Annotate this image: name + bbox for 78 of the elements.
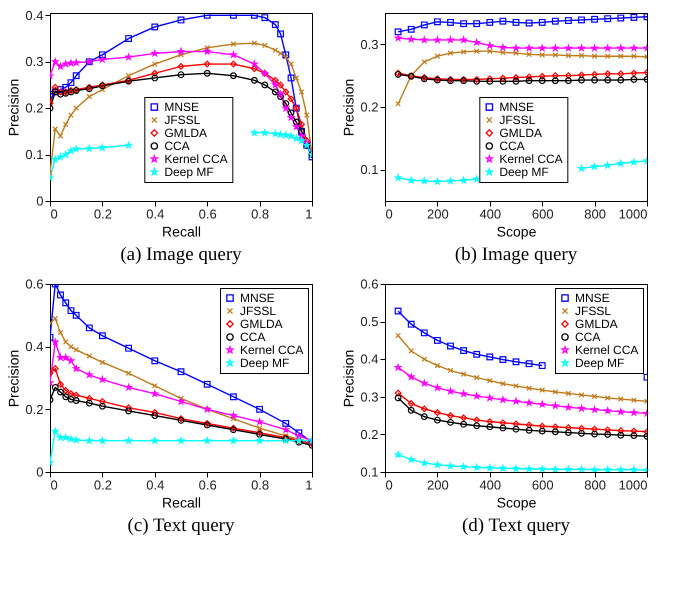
legend-label: GMLDA: [499, 126, 542, 140]
y-axis-title: Precision: [5, 78, 22, 136]
legend-label: CCA: [240, 330, 266, 344]
x-tick-label: 1: [305, 478, 312, 492]
text: (a) Image query: [120, 244, 242, 265]
x-tick-label: 400: [479, 478, 502, 492]
y-tick-label: 0.6: [360, 276, 378, 292]
x-axis-title: Scope: [496, 494, 537, 510]
legend-label: Kernel CCA: [499, 152, 563, 166]
x-tick-label: 0: [50, 206, 58, 222]
x-tick-label: 200: [427, 478, 449, 492]
x-tick-label: 0.2: [94, 206, 112, 222]
legend-label: CCA: [499, 139, 525, 153]
legend-label: Deep MF: [240, 356, 290, 370]
x-axis-title: Recall: [162, 224, 201, 240]
legend-label: MNSE: [240, 291, 275, 305]
legend-label: MNSE: [164, 100, 199, 114]
text: (c) Text query: [128, 515, 235, 536]
y-tick-label: 0: [36, 464, 44, 480]
x-tick-label: 200: [427, 206, 449, 222]
y-tick-label: 0.2: [360, 100, 378, 114]
x-axis-title: Recall: [162, 494, 201, 510]
y-axis-title: Precision: [340, 78, 356, 136]
y-tick-label: 0.4: [25, 8, 44, 23]
x-tick-label: 1000: [618, 206, 648, 222]
text: (d) Text query: [462, 515, 571, 536]
x-tick-label: 800: [584, 206, 606, 222]
y-axis-title: Precision: [340, 350, 356, 408]
x-tick-label: 0.8: [251, 478, 270, 492]
legend-label: Kernel CCA: [164, 152, 228, 166]
x-tick-label: 600: [532, 206, 554, 222]
y-tick-label: 0: [36, 194, 44, 208]
legend-label: JFSSL: [240, 304, 276, 318]
x-tick-label: 0.6: [198, 478, 217, 492]
x-tick-label: 0: [50, 478, 58, 492]
x-tick-label: 600: [532, 478, 554, 492]
legend-label: CCA: [164, 139, 190, 153]
legend-label: MNSE: [575, 291, 610, 305]
y-tick-label: 0.2: [25, 100, 44, 116]
x-axis-title: Scope: [496, 224, 537, 240]
y-tick-label: 0.6: [25, 276, 44, 292]
x-tick-label: 1: [305, 206, 312, 222]
y-tick-label: 0.3: [360, 389, 378, 404]
x-tick-label: 800: [584, 478, 606, 492]
legend-label: JFSSL: [499, 113, 536, 127]
legend-label: JFSSL: [164, 113, 201, 127]
legend-label: GMLDA: [575, 317, 618, 331]
y-tick-label: 0.3: [25, 54, 44, 70]
legend-label: Deep MF: [499, 165, 549, 179]
x-tick-label: 0.2: [94, 478, 112, 492]
legend-label: Kernel CCA: [575, 343, 638, 357]
legend-label: CCA: [575, 330, 600, 344]
x-tick-label: 0.4: [146, 478, 164, 492]
x-tick-label: 0.4: [146, 206, 164, 222]
y-tick-label: 0.2: [25, 402, 44, 417]
x-tick-label: 1000: [618, 478, 648, 492]
legend-label: MNSE: [499, 100, 534, 114]
legend-label: GMLDA: [164, 126, 208, 140]
legend-label: Deep MF: [164, 165, 214, 179]
y-tick-label: 0.4: [360, 352, 378, 367]
y-tick-label: 0.4: [25, 339, 44, 354]
x-tick-label: 0: [386, 478, 393, 492]
legend-label: JFSSL: [575, 304, 612, 318]
y-tick-label: 0.3: [360, 36, 378, 52]
x-tick-label: 0.8: [251, 206, 270, 222]
x-tick-label: 0: [386, 206, 393, 222]
y-axis-title: Precision: [5, 350, 22, 408]
y-tick-label: 0.5: [360, 314, 378, 330]
text: (b) Image query: [454, 244, 578, 265]
y-tick-label: 0.2: [360, 426, 378, 442]
x-tick-label: 400: [479, 206, 502, 222]
legend-label: Deep MF: [575, 356, 624, 370]
legend-label: GMLDA: [240, 317, 283, 331]
y-tick-label: 0.1: [360, 464, 378, 480]
legend-label: Kernel CCA: [240, 343, 304, 357]
y-tick-label: 0.1: [360, 162, 378, 178]
x-tick-label: 0.6: [198, 206, 217, 222]
y-tick-label: 0.1: [25, 147, 44, 162]
